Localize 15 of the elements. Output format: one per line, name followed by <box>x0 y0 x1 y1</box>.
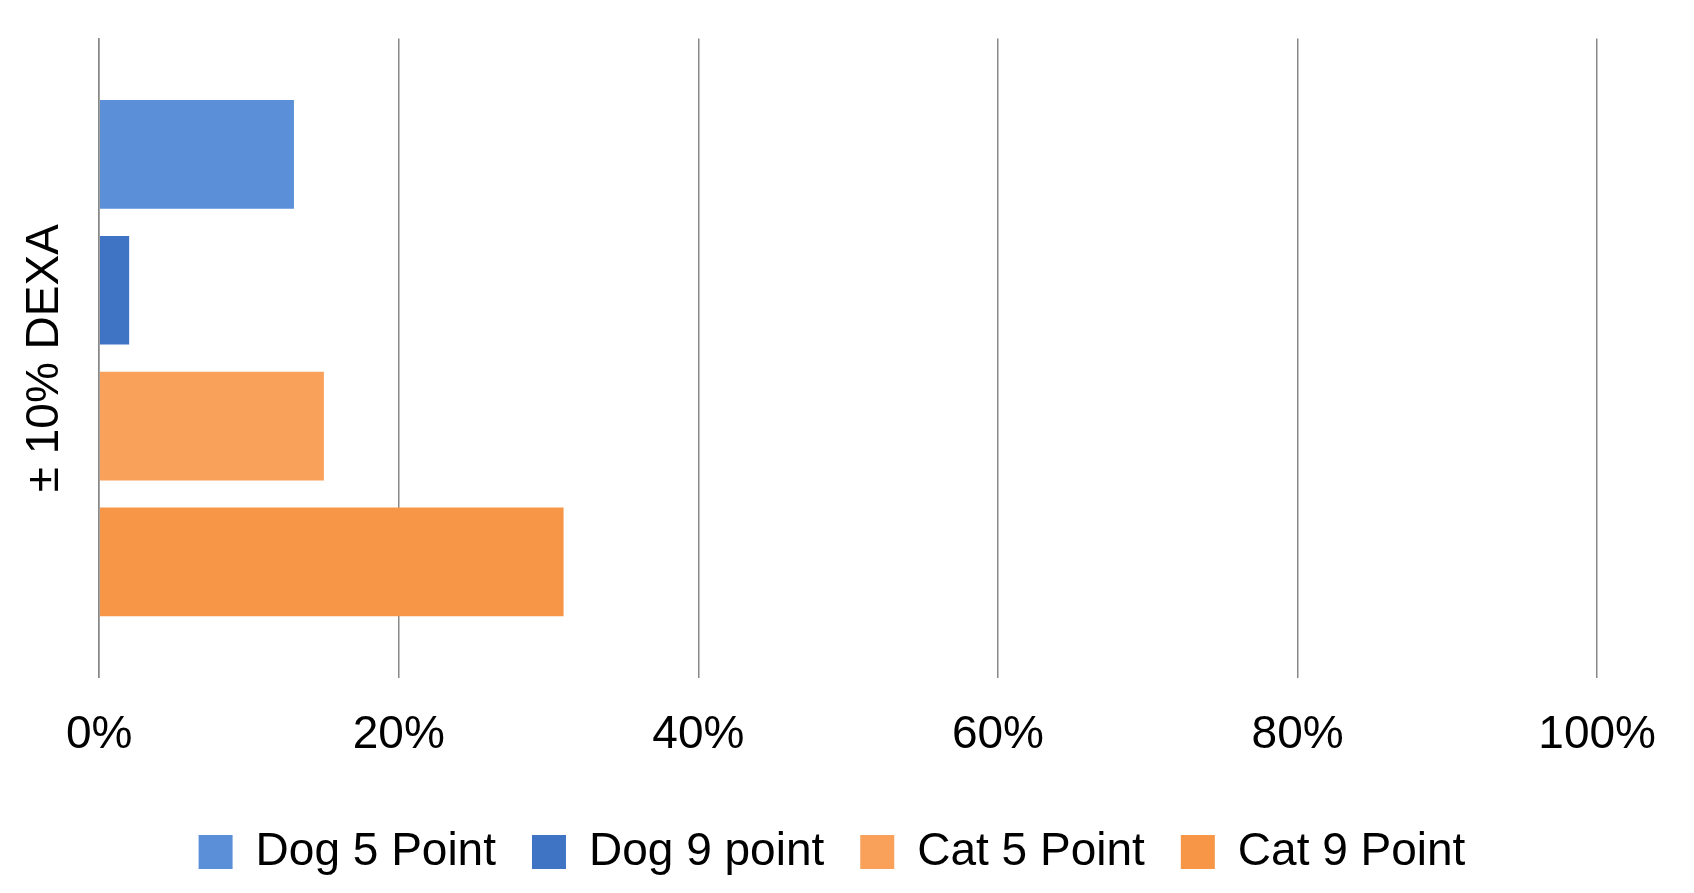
legend-label: Cat 5 Point <box>917 822 1146 875</box>
bar <box>99 235 130 345</box>
x-tick-label: 0% <box>65 706 133 759</box>
bar <box>99 371 324 481</box>
bar <box>99 100 294 209</box>
x-tick-label: 40% <box>652 706 745 759</box>
x-tick-label: 20% <box>352 706 445 759</box>
legend-label: Dog 5 Point <box>255 822 497 875</box>
x-tick-label: 80% <box>1251 706 1344 759</box>
legend-label: Dog 9 point <box>588 822 825 875</box>
legend-label: Cat 9 Point <box>1237 822 1466 875</box>
x-tick-label: 60% <box>951 706 1045 759</box>
bar <box>99 507 564 617</box>
x-tick-label: 100% <box>1538 706 1656 759</box>
y-axis-title: ± 10% DEXA <box>16 223 69 493</box>
